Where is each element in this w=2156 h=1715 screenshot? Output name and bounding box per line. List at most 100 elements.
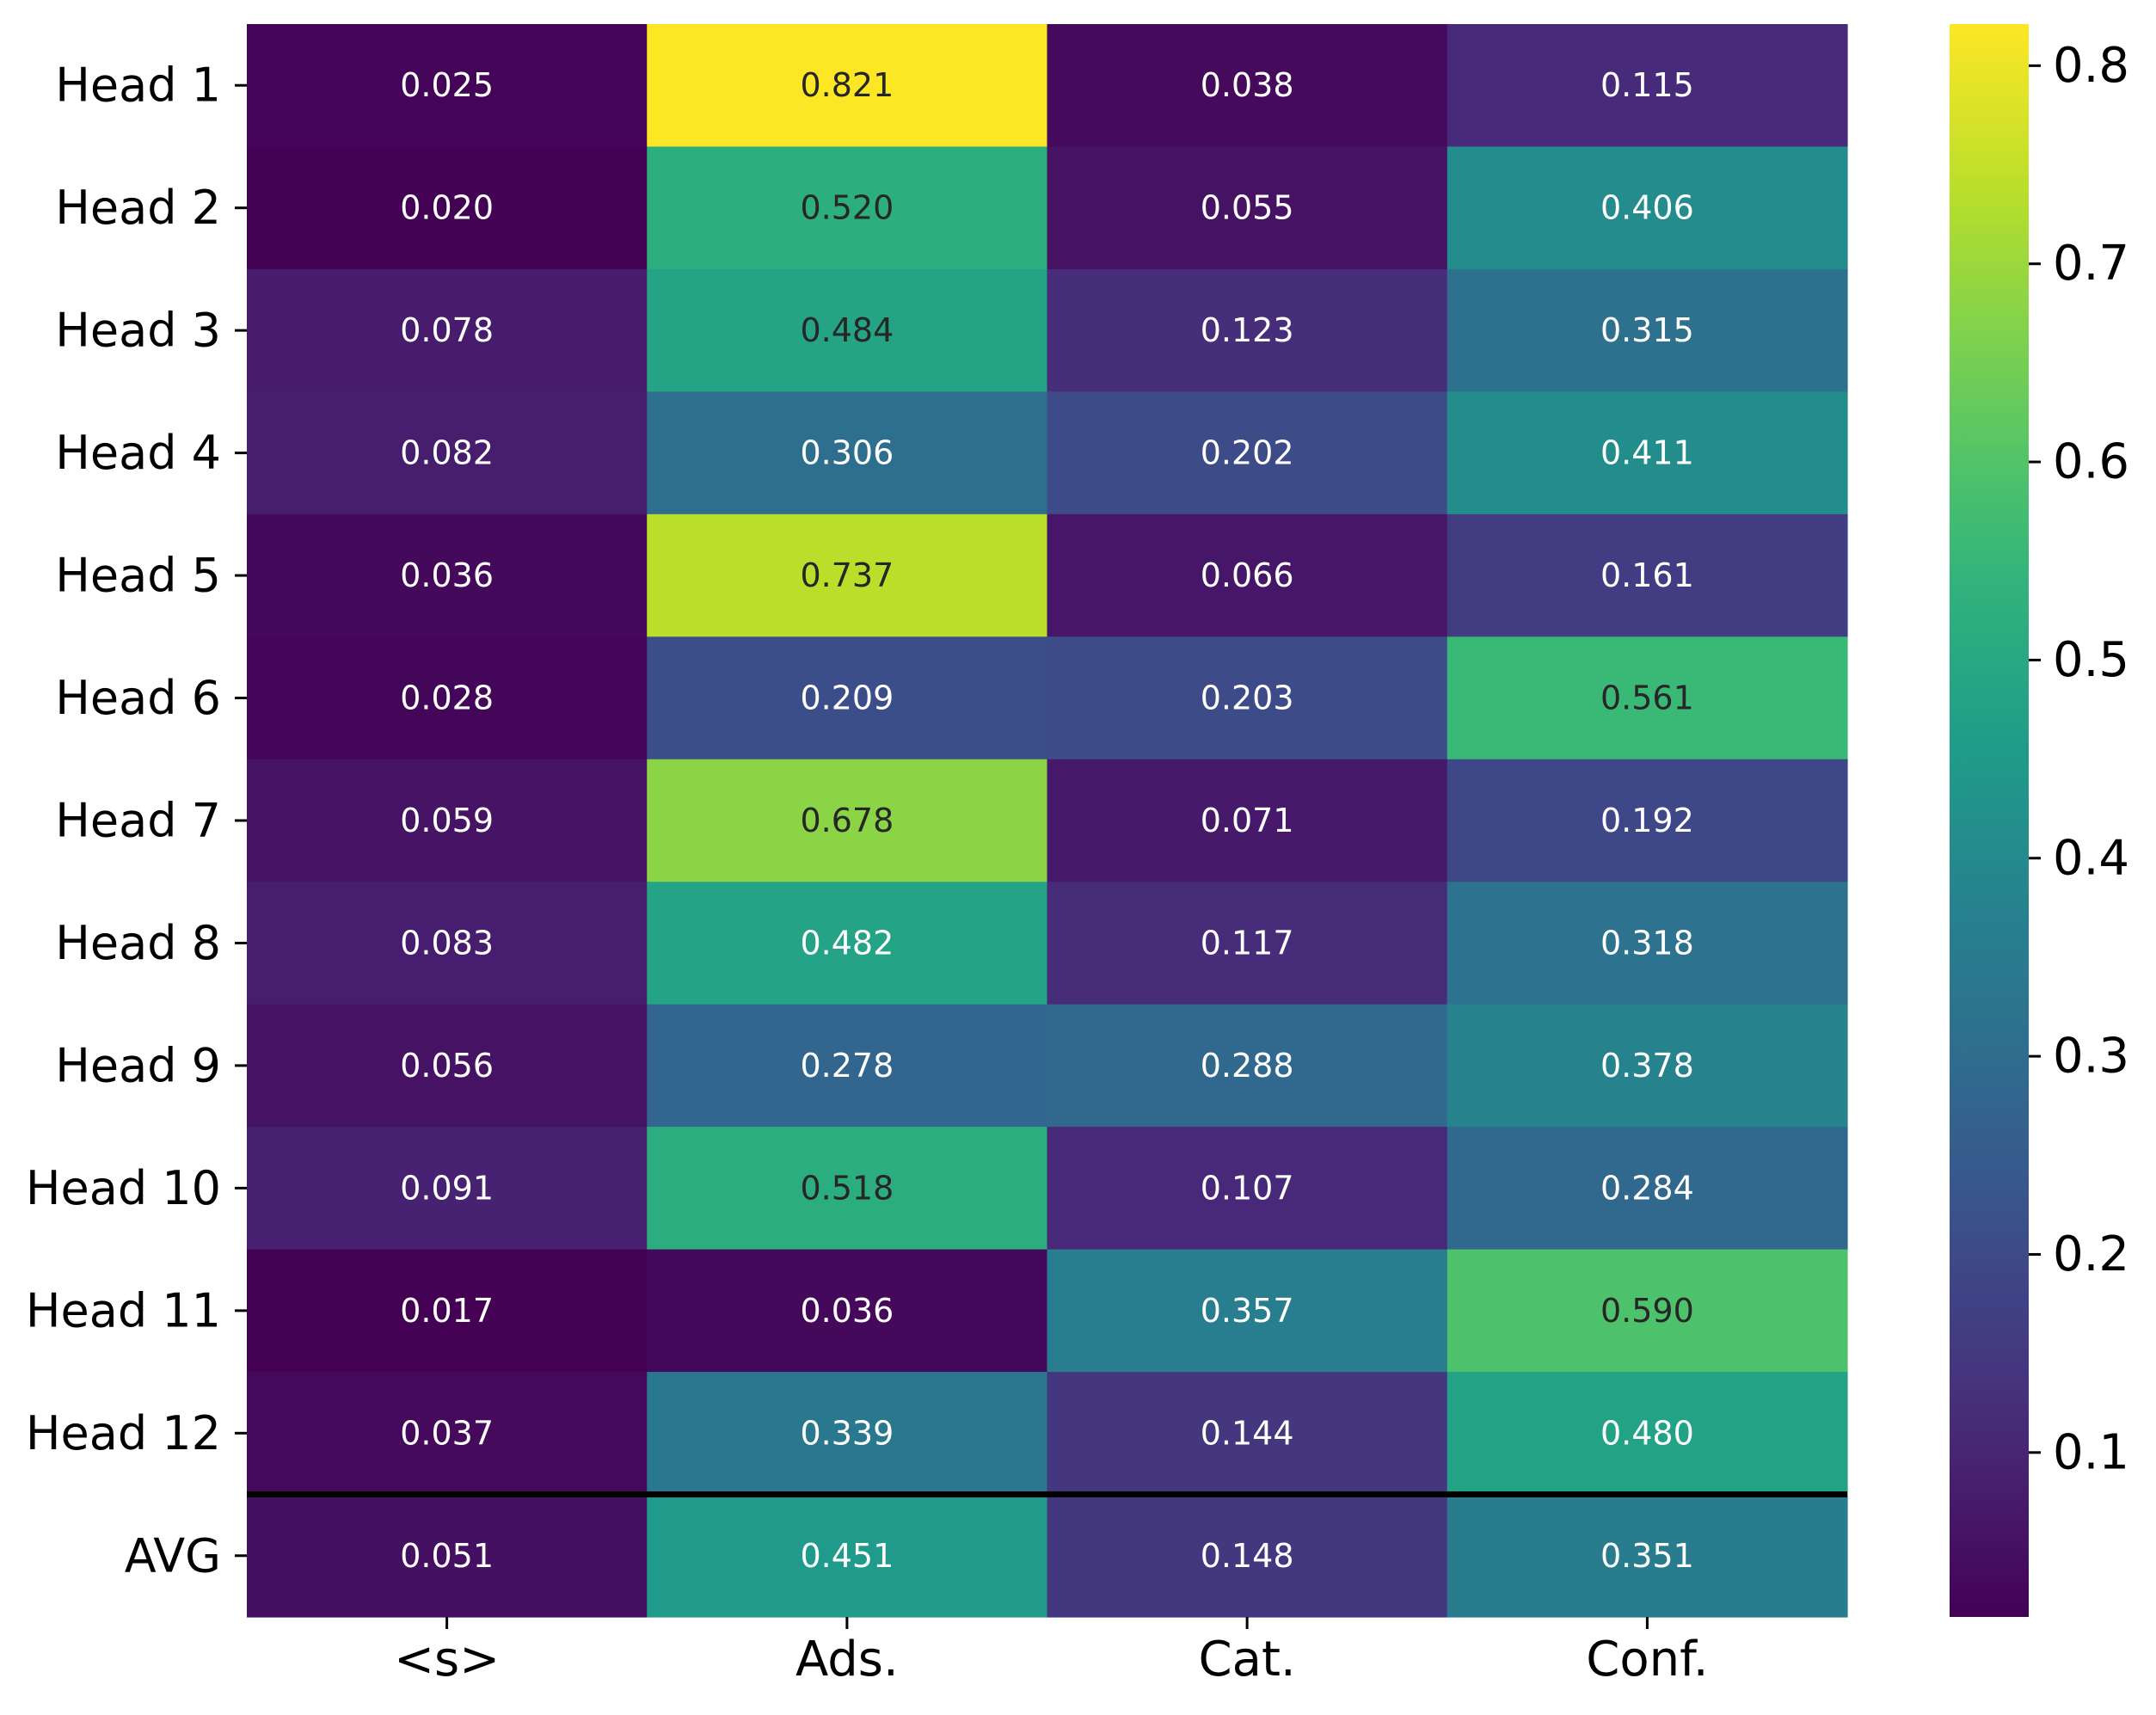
cell-value-label: 0.037 [400, 1414, 494, 1452]
x-tick-label: Conf. [1586, 1632, 1708, 1687]
colorbar-tick-label: 0.4 [2053, 830, 2129, 886]
heatmap-cell [1447, 636, 1848, 760]
heatmap-cell [247, 1249, 648, 1373]
cell-value-label: 0.315 [1600, 311, 1694, 349]
heatmap-cell [647, 759, 1048, 882]
cell-value-label: 0.036 [400, 556, 494, 594]
cell-value-label: 0.028 [400, 679, 494, 717]
heatmap-cell [647, 1372, 1048, 1496]
cell-value-label: 0.078 [400, 311, 494, 349]
y-tick-label: Head 9 [55, 1038, 221, 1092]
heatmap-cell [1447, 391, 1848, 515]
heatmap-cell [1447, 1127, 1848, 1251]
x-axis: <s> Ads. Cat. Conf. [394, 1617, 1709, 1687]
heatmap-cell [1047, 1494, 1448, 1618]
cell-value-label: 0.071 [1201, 802, 1294, 839]
y-tick-label: Head 8 [55, 916, 221, 970]
cell-value-label: 0.288 [1201, 1047, 1294, 1085]
heatmap-cell [247, 24, 648, 148]
heatmap-cell [247, 1004, 648, 1128]
cell-value-label: 0.339 [800, 1414, 894, 1452]
cell-value-label: 0.148 [1201, 1537, 1294, 1575]
cell-value-label: 0.480 [1600, 1414, 1694, 1452]
cell-value-labels: 0.025 0.821 0.038 0.115 0.020 0.520 0.055 0.406… [400, 66, 1694, 1575]
heatmap-cell [247, 1494, 648, 1618]
heatmap-cell [1447, 146, 1848, 270]
y-tick-label: AVG [125, 1528, 221, 1583]
colorbar-tick-label: 0.7 [2053, 236, 2129, 292]
heatmap-cell [247, 636, 648, 760]
y-axis: Head 1 Head 2 Head 3 Head 4 Head 5 Head 6 Head… [26, 58, 247, 1583]
cell-value-label: 0.082 [400, 434, 494, 472]
cell-value-label: 0.318 [1600, 924, 1694, 962]
cell-value-label: 0.091 [400, 1169, 494, 1207]
heatmap-cell [1047, 268, 1448, 392]
cell-value-label: 0.161 [1600, 556, 1694, 594]
y-tick-label: Head 7 [55, 794, 221, 848]
heatmap-cell [647, 146, 1048, 270]
heatmap-cell [247, 268, 648, 392]
heatmap-cell [1447, 1372, 1848, 1496]
cell-value-label: 0.036 [800, 1292, 894, 1330]
cell-value-label: 0.117 [1201, 924, 1294, 962]
cell-value-label: 0.083 [400, 924, 494, 962]
y-tick-label: Head 12 [26, 1406, 221, 1460]
cell-value-label: 0.144 [1201, 1414, 1294, 1452]
colorbar-gradient [1950, 24, 2029, 1617]
cell-value-label: 0.737 [800, 556, 894, 594]
cell-value-label: 0.451 [800, 1537, 894, 1575]
heatmap-cell [1447, 1494, 1848, 1618]
heatmap-cell [1047, 391, 1448, 515]
cell-value-label: 0.284 [1600, 1169, 1694, 1207]
heatmap-cell [1447, 759, 1848, 882]
cell-value-label: 0.038 [1201, 66, 1294, 104]
heatmap-cell [1047, 1004, 1448, 1128]
colorbar-tick-label: 0.6 [2053, 434, 2129, 490]
heatmap-cell [1047, 636, 1448, 760]
cell-value-label: 0.357 [1201, 1292, 1294, 1330]
cell-value-label: 0.821 [800, 66, 894, 104]
heatmap-cell [647, 882, 1048, 1005]
y-tick-label: Head 1 [55, 58, 221, 113]
heatmap-cells [247, 24, 1848, 1618]
cell-value-label: 0.059 [400, 802, 494, 839]
y-tick-label: Head 6 [55, 671, 221, 725]
heatmap-cell [1447, 1249, 1848, 1373]
heatmap-cell [1047, 146, 1448, 270]
cell-value-label: 0.678 [800, 802, 894, 839]
heatmap-cell [647, 24, 1048, 148]
heatmap-cell [647, 1127, 1048, 1251]
cell-value-label: 0.520 [800, 189, 894, 227]
heatmap-cell [1047, 759, 1448, 882]
colorbar-tick-label: 0.8 [2053, 38, 2129, 94]
heatmap-cell [1047, 1249, 1448, 1373]
cell-value-label: 0.306 [800, 434, 894, 472]
heatmap-cell [647, 1494, 1048, 1618]
x-tick-label: Ads. [795, 1632, 899, 1687]
cell-value-label: 0.411 [1600, 434, 1694, 472]
y-tick-label: Head 2 [55, 181, 221, 235]
heatmap-cell [1047, 1372, 1448, 1496]
heatmap-cell [1447, 1004, 1848, 1128]
cell-value-label: 0.066 [1201, 556, 1294, 594]
heatmap-cell [647, 391, 1048, 515]
cell-value-label: 0.482 [800, 924, 894, 962]
cell-value-label: 0.020 [400, 189, 494, 227]
x-tick-label: <s> [394, 1632, 500, 1687]
heatmap-cell [247, 1127, 648, 1251]
heatmap-cell [247, 146, 648, 270]
cell-value-label: 0.406 [1600, 189, 1694, 227]
colorbar-tick-label: 0.2 [2053, 1226, 2129, 1282]
cell-value-label: 0.561 [1600, 679, 1694, 717]
heatmap-cell [1447, 513, 1848, 637]
cell-value-label: 0.351 [1600, 1537, 1694, 1575]
colorbar: 0.1 0.2 0.3 0.4 0.5 0.6 0.7 0.8 [1950, 24, 2129, 1617]
cell-value-label: 0.203 [1201, 679, 1294, 717]
y-tick-label: Head 3 [55, 304, 221, 358]
cell-value-label: 0.484 [800, 311, 894, 349]
cell-value-label: 0.025 [400, 66, 494, 104]
y-tick-label: Head 4 [55, 426, 221, 480]
cell-value-label: 0.115 [1600, 66, 1694, 104]
heatmap-cell [247, 391, 648, 515]
